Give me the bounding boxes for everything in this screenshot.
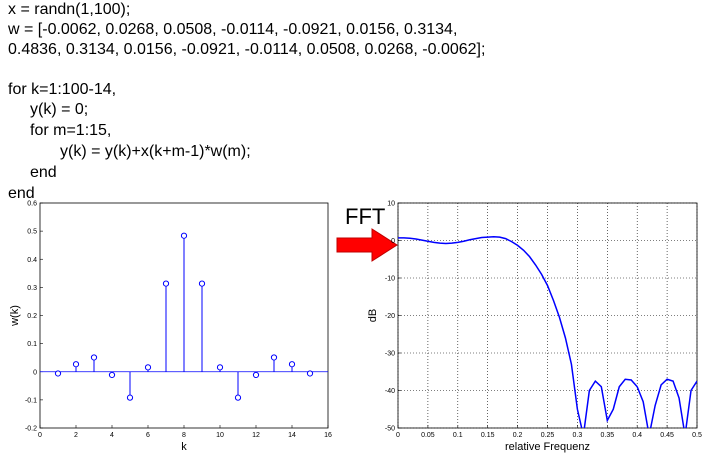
stem-marker (144, 364, 152, 371)
x-tick-label: 0.35 (600, 432, 614, 439)
x-tick-label: 4 (110, 432, 114, 439)
response-line (398, 235, 697, 428)
axes-box (39, 202, 329, 429)
stem-marker (180, 232, 188, 239)
code-line: end (8, 185, 35, 202)
code-line: y(k) = 0; (30, 101, 88, 118)
y-tick-label: -20 (385, 313, 395, 320)
y-tick-label: 10 (387, 201, 395, 208)
y-tick-label: -10 (385, 276, 395, 283)
code-line: for m=1:15, (30, 122, 111, 139)
stem-marker (252, 371, 260, 379)
stem-marker (108, 371, 116, 379)
y-tick-label: 0 (391, 238, 395, 245)
stem-marker (306, 370, 314, 377)
y-tick-label: 0.5 (27, 229, 37, 236)
x-tick-label: 8 (182, 432, 186, 439)
y-tick-label: -40 (385, 388, 395, 395)
x-tick-label: 0.45 (660, 432, 674, 439)
x-tick-label: 0.3 (573, 432, 583, 439)
code-line: end (30, 164, 57, 181)
y-tick-label: 0.2 (27, 313, 37, 320)
stem-marker (126, 394, 134, 401)
y-axis-label: dB (367, 309, 379, 322)
y-tick-label: -0.2 (25, 426, 37, 433)
stem-marker (216, 364, 224, 371)
x-tick-label: 14 (288, 432, 296, 439)
code-line: x = randn(1,100); (8, 1, 130, 18)
stem-marker (234, 394, 242, 401)
x-axis-label: relative Frequenz (505, 441, 590, 453)
x-tick-label: 12 (252, 432, 260, 439)
y-tick-label: -50 (385, 426, 395, 433)
stem-marker (162, 280, 170, 287)
x-tick-label: 0.2 (513, 432, 523, 439)
x-tick-label: 10 (216, 432, 224, 439)
stem-marker (288, 361, 296, 368)
code-line: 0.4836, 0.3134, 0.0156, -0.0921, -0.0114… (8, 41, 485, 58)
x-axis-label: k (181, 441, 187, 453)
code-line: y(k) = y(k)+x(k+m-1)*w(m); (60, 143, 251, 160)
stem-marker (72, 361, 80, 368)
stem-marker (90, 354, 98, 361)
x-tick-label: 0 (396, 432, 400, 439)
y-tick-label: 0.6 (27, 201, 37, 208)
code-line: w = [-0.0062, 0.0268, 0.0508, -0.0114, -… (7, 21, 457, 38)
fft-label: FFT (345, 204, 385, 229)
y-axis-label: w(k) (9, 305, 21, 327)
x-tick-label: 0.5 (692, 432, 702, 439)
axes-box (397, 202, 698, 429)
y-tick-label: 0.4 (27, 257, 37, 264)
y-tick-label: -0.1 (25, 397, 37, 404)
arrow (336, 228, 398, 262)
x-tick-label: 0 (38, 432, 42, 439)
stem-marker (198, 280, 206, 287)
y-tick-label: 0 (33, 369, 37, 376)
y-tick-label: -30 (385, 351, 395, 358)
x-tick-label: 0.1 (453, 432, 463, 439)
stem-marker (270, 354, 278, 361)
code-line: for k=1:100-14, (8, 81, 116, 98)
x-tick-label: 0.25 (541, 432, 555, 439)
y-tick-label: 0.3 (27, 285, 37, 292)
x-tick-label: 2 (74, 432, 78, 439)
stem-marker (54, 370, 62, 377)
x-tick-label: 6 (146, 432, 150, 439)
x-tick-label: 0.4 (632, 432, 642, 439)
x-tick-label: 16 (324, 432, 332, 439)
x-tick-label: 0.15 (481, 432, 495, 439)
x-tick-label: 0.05 (421, 432, 435, 439)
y-tick-label: 0.1 (27, 341, 37, 348)
